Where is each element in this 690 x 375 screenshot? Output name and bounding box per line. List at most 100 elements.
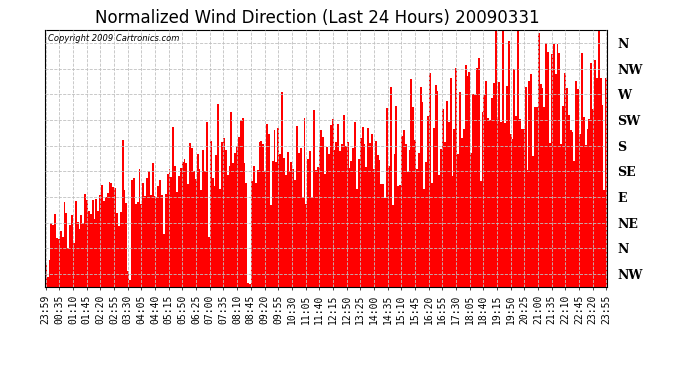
Bar	[399, 185, 401, 287]
Bar	[302, 196, 304, 287]
Bar	[290, 162, 293, 287]
Bar	[306, 204, 307, 287]
Bar	[422, 102, 424, 287]
Bar	[484, 95, 485, 287]
Bar	[315, 170, 317, 287]
Bar	[384, 198, 386, 287]
Bar	[469, 72, 471, 287]
Bar	[233, 163, 234, 287]
Bar	[600, 78, 602, 287]
Bar	[191, 148, 193, 287]
Bar	[249, 284, 251, 287]
Bar	[108, 183, 110, 287]
Bar	[47, 277, 48, 287]
Bar	[238, 137, 240, 287]
Bar	[362, 127, 364, 287]
Bar	[260, 141, 262, 287]
Bar	[97, 211, 99, 287]
Bar	[328, 154, 330, 287]
Bar	[403, 130, 405, 287]
Bar	[55, 214, 56, 287]
Bar	[152, 164, 154, 287]
Bar	[159, 180, 161, 287]
Bar	[326, 147, 328, 287]
Bar	[397, 186, 399, 287]
Bar	[170, 177, 172, 287]
Bar	[592, 109, 594, 287]
Bar	[439, 176, 440, 287]
Bar	[253, 166, 255, 287]
Bar	[452, 176, 453, 287]
Bar	[311, 197, 313, 287]
Bar	[167, 174, 168, 287]
Bar	[75, 201, 77, 287]
Bar	[371, 134, 373, 287]
Bar	[594, 60, 596, 287]
Bar	[348, 168, 351, 287]
Bar	[105, 196, 107, 287]
Bar	[412, 107, 414, 287]
Bar	[219, 189, 221, 287]
Bar	[557, 44, 558, 287]
Bar	[571, 132, 573, 287]
Bar	[241, 118, 244, 287]
Bar	[390, 87, 392, 287]
Bar	[236, 146, 238, 287]
Bar	[549, 143, 551, 287]
Bar	[474, 96, 476, 287]
Bar	[293, 170, 294, 287]
Bar	[589, 119, 591, 287]
Bar	[568, 115, 570, 287]
Bar	[101, 185, 103, 287]
Bar	[56, 238, 58, 287]
Bar	[575, 81, 578, 287]
Bar	[92, 200, 94, 287]
Bar	[189, 143, 191, 287]
Bar	[555, 74, 557, 287]
Bar	[221, 142, 223, 287]
Bar	[519, 119, 521, 287]
Bar	[485, 81, 487, 287]
Bar	[240, 120, 241, 287]
Bar	[84, 194, 86, 287]
Bar	[502, 30, 504, 287]
Bar	[584, 145, 586, 287]
Bar	[570, 130, 571, 287]
Bar	[330, 125, 332, 287]
Bar	[133, 178, 135, 287]
Bar	[142, 183, 144, 287]
Bar	[247, 283, 249, 287]
Bar	[515, 116, 518, 287]
Bar	[48, 260, 50, 287]
Bar	[73, 243, 75, 287]
Bar	[431, 183, 433, 287]
Bar	[165, 194, 167, 287]
Bar	[139, 169, 141, 287]
Bar	[228, 166, 230, 287]
Bar	[180, 168, 181, 287]
Bar	[118, 226, 120, 287]
Bar	[259, 142, 260, 287]
Bar	[176, 192, 178, 287]
Bar	[369, 143, 371, 287]
Bar	[66, 213, 68, 287]
Text: Normalized Wind Direction (Last 24 Hours) 20090331: Normalized Wind Direction (Last 24 Hours…	[95, 9, 540, 27]
Bar	[339, 150, 341, 287]
Bar	[495, 30, 497, 287]
Bar	[414, 140, 416, 287]
Bar	[536, 107, 538, 287]
Bar	[586, 129, 589, 287]
Bar	[202, 150, 204, 287]
Bar	[275, 162, 277, 287]
Bar	[466, 76, 469, 287]
Bar	[195, 179, 197, 287]
Bar	[215, 155, 217, 287]
Bar	[141, 204, 142, 287]
Bar	[58, 239, 60, 287]
Bar	[465, 65, 466, 287]
Bar	[581, 53, 583, 287]
Bar	[296, 126, 298, 287]
Bar	[553, 44, 555, 287]
Bar	[545, 43, 547, 287]
Bar	[266, 124, 268, 287]
